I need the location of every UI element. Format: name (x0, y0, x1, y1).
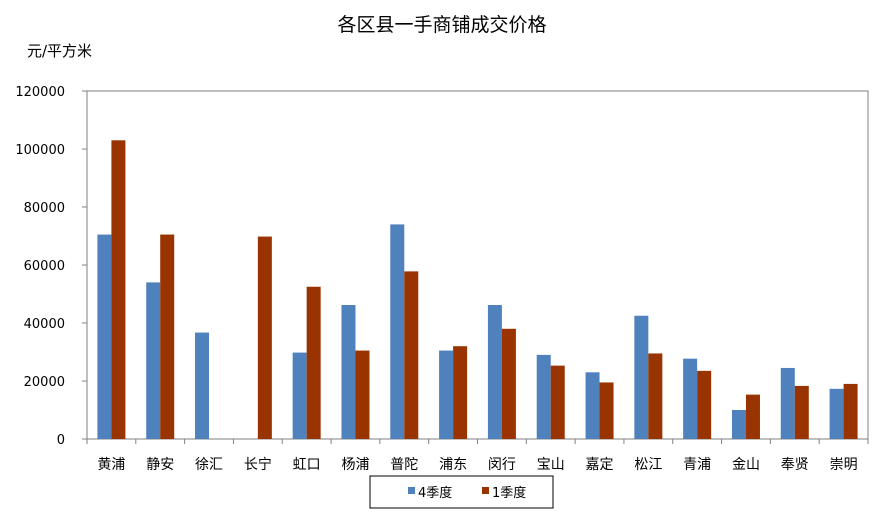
y-tick-label: 20000 (24, 375, 65, 390)
x-axis: 黄浦 静安 徐汇 长宁 虹口 杨浦 普陀 浦东 闵行 宝山 嘉定 松江 青浦 金山 奉贤 崇明 (86, 439, 869, 473)
bar-q4-15 (829, 388, 844, 439)
x-category-label: 松江 (634, 457, 662, 473)
plot-area (86, 90, 869, 440)
legend: 4季度 1季度 (369, 475, 554, 509)
bar-q4-8 (487, 305, 502, 439)
y-axis: 0 20000 40000 60000 80000 100000 120000 (15, 85, 87, 448)
bar-q4-0 (97, 234, 112, 439)
y-tick-label: 40000 (24, 317, 65, 332)
bar-q4-12 (683, 358, 698, 439)
bar-q1-9 (550, 365, 565, 439)
x-category-label: 宝山 (537, 457, 565, 473)
bar-q1-6 (404, 271, 419, 439)
x-category-label: 静安 (146, 457, 174, 473)
bar-q4-7 (439, 350, 454, 439)
legend-label-0: 4季度 (418, 485, 452, 501)
x-category-label: 浦东 (439, 457, 467, 473)
y-tick-label: 120000 (15, 85, 65, 100)
x-category-label: 普陀 (390, 457, 418, 473)
legend-box (369, 475, 554, 509)
bar-q4-11 (634, 315, 649, 439)
legend-swatch-0 (408, 487, 415, 494)
x-category-label: 虹口 (293, 457, 321, 473)
y-axis-unit-label: 元/平方米 (27, 42, 92, 60)
bar-q1-14 (794, 385, 809, 439)
x-category-label: 闵行 (488, 457, 516, 473)
bar-q1-3 (257, 236, 272, 439)
bar-q4-14 (780, 367, 795, 439)
bar-q4-9 (536, 354, 551, 439)
bar-q1-7 (453, 346, 468, 439)
x-category-label: 徐汇 (195, 457, 223, 473)
x-category-label: 崇明 (830, 457, 858, 473)
x-category-label: 长宁 (244, 456, 272, 473)
bar-q1-13 (745, 394, 760, 439)
bar-q4-13 (731, 410, 746, 439)
bar-q4-6 (390, 224, 405, 439)
bar-q4-4 (292, 352, 307, 439)
chart-title: 各区县一手商铺成交价格 (337, 14, 546, 36)
x-category-label: 嘉定 (586, 457, 614, 473)
bar-q1-12 (697, 370, 712, 439)
legend-swatch-1 (482, 487, 489, 494)
y-tick-label: 80000 (24, 201, 65, 216)
bar-q1-5 (355, 350, 370, 439)
bar-q4-1 (146, 282, 161, 439)
bar-q1-0 (111, 140, 126, 440)
y-tick-label: 100000 (15, 143, 65, 158)
bar-q4-10 (585, 372, 600, 439)
bar-q1-4 (306, 286, 321, 439)
bar-q1-10 (599, 382, 614, 439)
x-category-label: 金山 (732, 457, 760, 473)
bar-q1-11 (648, 353, 663, 439)
x-category-label: 黄浦 (97, 456, 125, 473)
bar-q4-2 (195, 332, 210, 439)
bar-q1-1 (160, 234, 175, 439)
bar-q1-8 (501, 328, 516, 439)
x-category-label: 杨浦 (341, 457, 369, 473)
y-tick-label: 60000 (24, 259, 65, 274)
x-category-label: 青浦 (683, 457, 711, 473)
bar-series-group (97, 140, 858, 440)
bar-q1-15 (843, 383, 858, 439)
x-category-label: 奉贤 (781, 457, 809, 473)
bar-q4-5 (341, 305, 356, 439)
y-tick-label: 0 (57, 433, 65, 448)
legend-label-1: 1季度 (492, 485, 526, 501)
